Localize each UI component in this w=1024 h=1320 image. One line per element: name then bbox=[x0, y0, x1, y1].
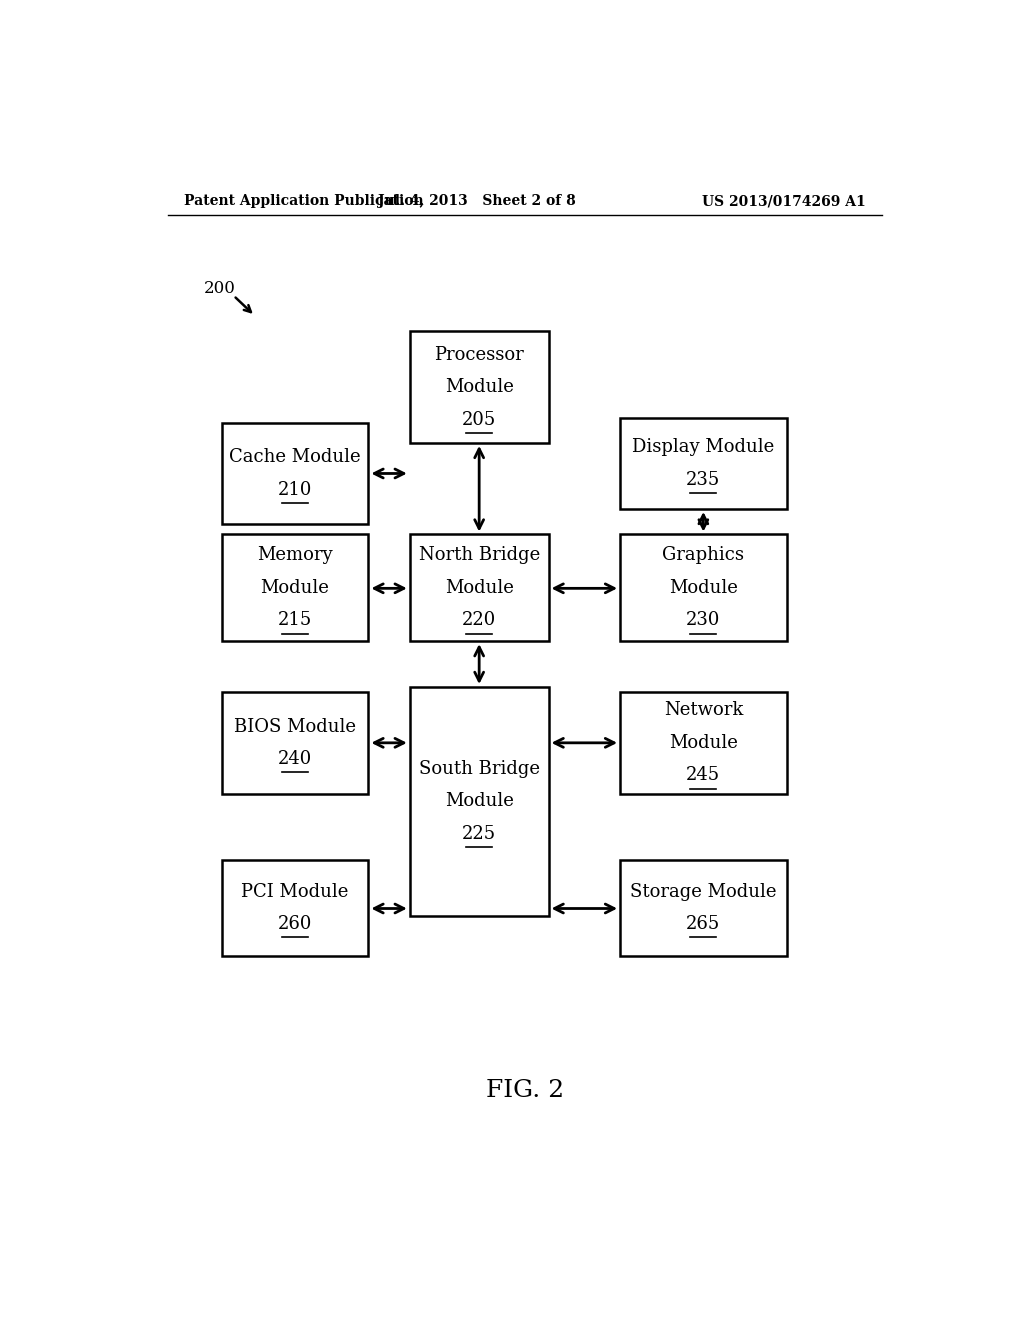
Text: 225: 225 bbox=[462, 825, 497, 842]
Text: Module: Module bbox=[444, 579, 514, 597]
Text: Processor: Processor bbox=[434, 346, 524, 363]
Text: 215: 215 bbox=[278, 611, 312, 630]
Text: North Bridge: North Bridge bbox=[419, 546, 540, 565]
Bar bbox=[620, 535, 786, 642]
Text: Module: Module bbox=[444, 792, 514, 810]
Bar bbox=[221, 535, 369, 642]
Text: Display Module: Display Module bbox=[632, 438, 774, 455]
Bar bbox=[620, 692, 786, 793]
Text: Cache Module: Cache Module bbox=[229, 449, 360, 466]
Text: PCI Module: PCI Module bbox=[242, 883, 349, 900]
Text: FIG. 2: FIG. 2 bbox=[485, 1078, 564, 1102]
Text: Patent Application Publication: Patent Application Publication bbox=[183, 194, 423, 209]
Bar bbox=[410, 686, 549, 916]
Text: 210: 210 bbox=[278, 480, 312, 499]
Text: Memory: Memory bbox=[257, 546, 333, 565]
Text: US 2013/0174269 A1: US 2013/0174269 A1 bbox=[702, 194, 866, 209]
Text: BIOS Module: BIOS Module bbox=[234, 718, 356, 735]
Text: 245: 245 bbox=[686, 767, 721, 784]
Text: Graphics: Graphics bbox=[663, 546, 744, 565]
Bar bbox=[620, 417, 786, 510]
Bar bbox=[410, 535, 549, 642]
Text: South Bridge: South Bridge bbox=[419, 760, 540, 777]
Bar bbox=[221, 692, 369, 793]
Bar bbox=[221, 859, 369, 956]
Text: Jul. 4, 2013   Sheet 2 of 8: Jul. 4, 2013 Sheet 2 of 8 bbox=[378, 194, 577, 209]
Text: 230: 230 bbox=[686, 611, 721, 630]
Text: Storage Module: Storage Module bbox=[630, 883, 776, 900]
Text: 265: 265 bbox=[686, 915, 721, 933]
Text: 235: 235 bbox=[686, 471, 721, 488]
Bar bbox=[410, 331, 549, 444]
Text: 220: 220 bbox=[462, 611, 497, 630]
Text: Module: Module bbox=[261, 579, 330, 597]
Text: Network: Network bbox=[664, 701, 743, 719]
Text: Module: Module bbox=[669, 579, 738, 597]
Bar bbox=[221, 422, 369, 524]
Text: Module: Module bbox=[444, 378, 514, 396]
Text: 240: 240 bbox=[278, 750, 312, 768]
Bar bbox=[620, 859, 786, 956]
Text: 260: 260 bbox=[278, 915, 312, 933]
Text: Module: Module bbox=[669, 734, 738, 752]
Text: 200: 200 bbox=[204, 280, 236, 297]
Text: 205: 205 bbox=[462, 411, 497, 429]
